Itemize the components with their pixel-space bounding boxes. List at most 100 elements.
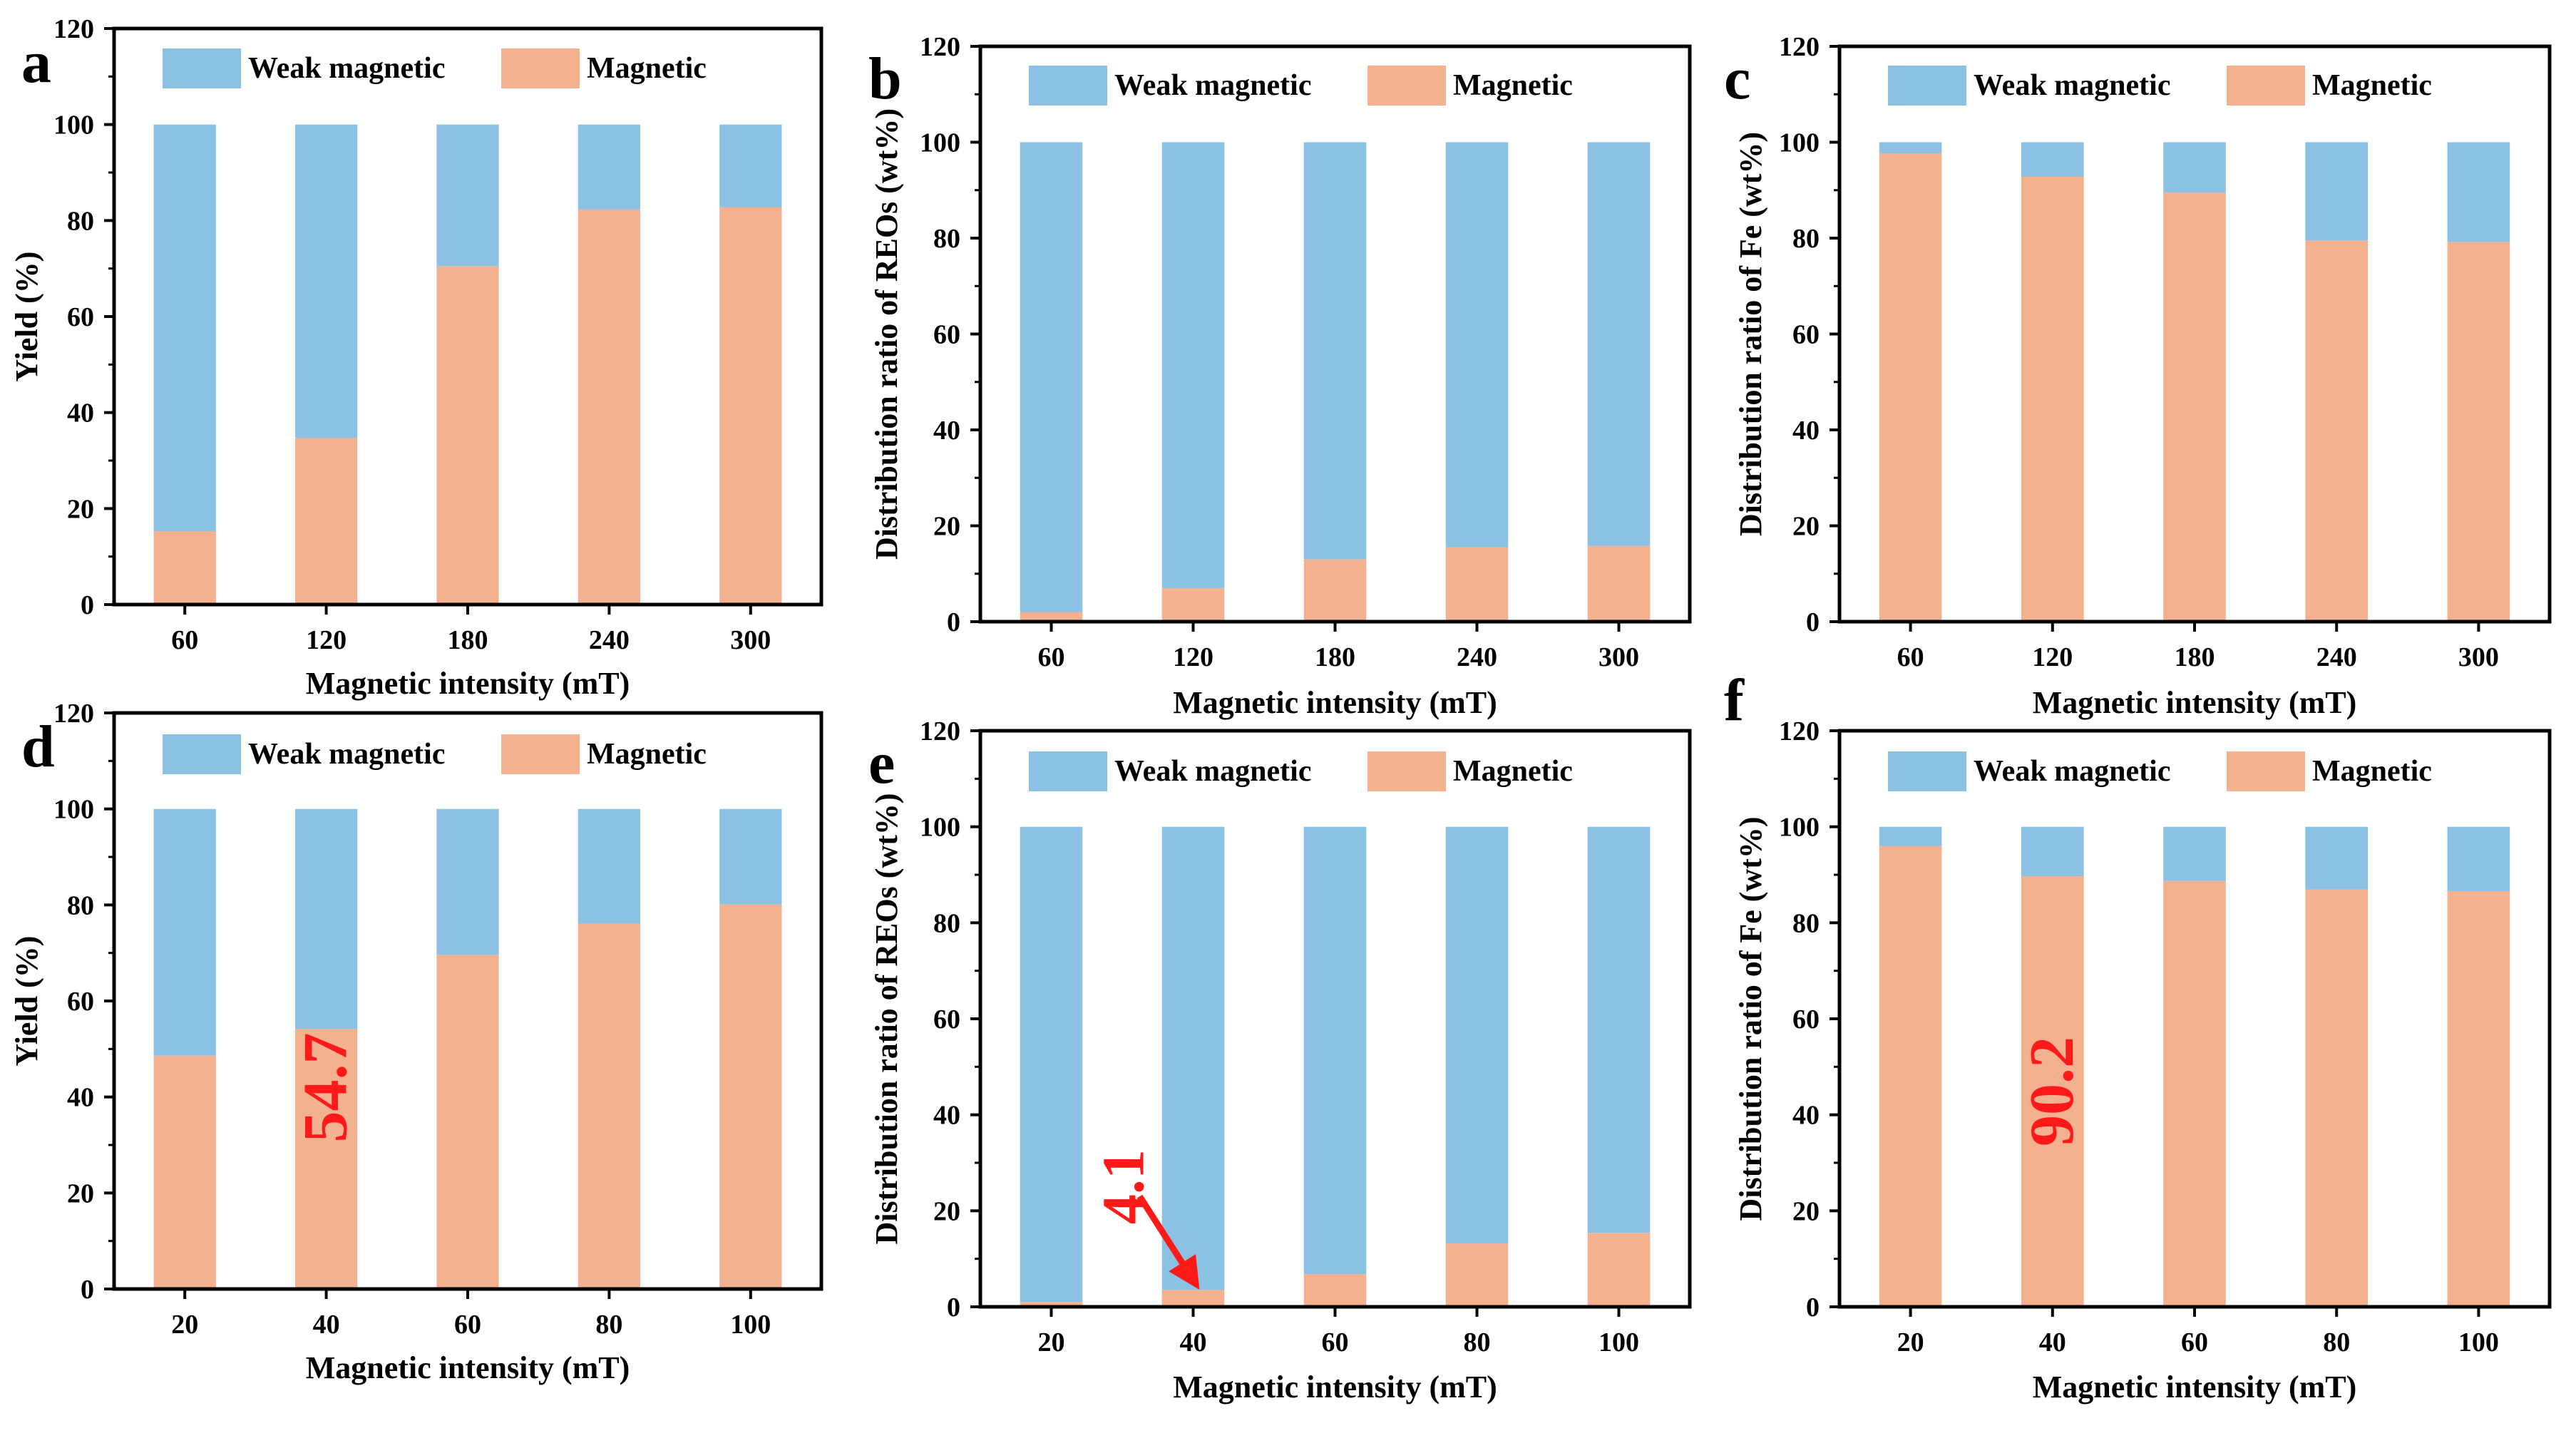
legend-label-weak-magnetic: Weak magnetic (1114, 69, 1311, 102)
annotation-arrow (1136, 1194, 1200, 1290)
bar-magnetic-100 (2447, 890, 2510, 1307)
legend-label-magnetic: Magnetic (2312, 755, 2432, 788)
x-tick-label: 100 (1599, 1327, 1639, 1357)
bar-magnetic-100 (1587, 1233, 1651, 1307)
x-axis-title: Magnetic intensity (mT) (1173, 1370, 1497, 1404)
y-tick-label: 80 (1792, 224, 1820, 254)
x-tick-label: 60 (1322, 1327, 1349, 1357)
legend-label-magnetic: Magnetic (1453, 755, 1573, 788)
bar-magnetic-180 (2163, 192, 2226, 622)
y-tick-label: 0 (81, 590, 94, 620)
bar-weak-magnetic-100 (1587, 826, 1651, 1233)
y-tick-label: 20 (933, 1196, 960, 1226)
x-axis-title: Magnetic intensity (mT) (306, 666, 630, 701)
y-axis-title: Distribution ratio of Fe (wt%) (1733, 816, 1768, 1221)
annotation-label: 90.2 (2018, 1037, 2087, 1146)
panel-d: d 0 20 40 60 80 100 120 20 40 60 80 100 Magnetic inte… (9, 699, 823, 1385)
y-tick-label: 100 (1779, 813, 1820, 843)
legend-label-weak-magnetic: Weak magnetic (1114, 755, 1311, 788)
x-tick-label: 120 (1173, 642, 1213, 672)
y-tick-label: 120 (53, 14, 94, 44)
x-axis-title: Magnetic intensity (mT) (1173, 685, 1497, 720)
y-tick-label: 40 (933, 1101, 960, 1131)
panel-a: a 0 20 40 60 80 100 120 60 120 180 240 300 Magnetic i… (9, 14, 823, 701)
legend-swatch-magnetic (2227, 751, 2305, 791)
y-tick-label: 100 (920, 813, 960, 843)
bar-weak-magnetic-120 (294, 124, 358, 438)
bar-magnetic-80 (2305, 889, 2369, 1307)
legend-swatch-weak-magnetic (1029, 66, 1107, 106)
y-axis-title: Distribution ratio of REOs (wt%) (869, 793, 904, 1244)
bar-weak-magnetic-180 (2163, 142, 2226, 193)
bar-magnetic-80 (578, 923, 641, 1289)
panel-f: f 0 20 40 60 80 100 120 20 40 60 80 100 Magnetic inte… (1724, 667, 2552, 1404)
x-tick-label: 180 (448, 625, 488, 655)
bar-magnetic-20 (1020, 1302, 1083, 1307)
y-tick-label: 80 (67, 206, 94, 236)
legend-label-weak-magnetic: Weak magnetic (1974, 755, 2170, 788)
x-tick-label: 100 (2458, 1327, 2499, 1357)
y-tick-label: 100 (53, 795, 94, 825)
x-tick-label: 80 (1464, 1327, 1491, 1357)
legend-swatch-weak-magnetic (1029, 751, 1107, 791)
bar-magnetic-40 (2021, 876, 2084, 1307)
x-tick-label: 40 (1180, 1327, 1207, 1357)
legend-swatch-magnetic (2227, 66, 2305, 106)
bar-weak-magnetic-180 (1303, 142, 1367, 560)
bar-weak-magnetic-80 (2305, 826, 2369, 890)
bar-weak-magnetic-240 (1445, 142, 1509, 548)
y-tick-label: 0 (947, 607, 960, 637)
legend-label-weak-magnetic: Weak magnetic (248, 52, 445, 85)
bar-weak-magnetic-100 (719, 808, 782, 905)
bar-weak-magnetic-60 (2163, 826, 2226, 881)
legend-swatch-weak-magnetic (163, 734, 241, 774)
bar-magnetic-240 (1445, 547, 1509, 622)
x-tick-label: 40 (2039, 1327, 2066, 1357)
x-tick-label: 20 (171, 1310, 198, 1340)
legend-label-magnetic: Magnetic (587, 738, 707, 771)
y-tick-label: 20 (67, 494, 94, 524)
bar-weak-magnetic-40 (2021, 826, 2084, 877)
panel-label: e (868, 730, 895, 796)
bar-magnetic-60 (153, 530, 216, 605)
panel-e: e 0 20 40 60 80 100 120 20 40 60 80 100 Magnetic inte… (868, 716, 1692, 1404)
y-axis-title: Yield (%) (9, 936, 44, 1067)
legend: Weak magnetic Magnetic (1029, 66, 1573, 106)
bar-weak-magnetic-60 (153, 124, 216, 531)
bar-magnetic-120 (1161, 587, 1225, 622)
legend-label-weak-magnetic: Weak magnetic (1974, 69, 2170, 102)
y-tick-label: 120 (1779, 716, 1820, 746)
legend-swatch-magnetic (1367, 751, 1446, 791)
y-tick-label: 60 (67, 987, 94, 1017)
y-tick-label: 60 (67, 302, 94, 332)
panel-label: b (868, 46, 902, 112)
x-tick-label: 80 (595, 1310, 622, 1340)
y-axis-title: Yield (%) (9, 252, 44, 382)
bar-magnetic-300 (719, 207, 782, 605)
legend-label-magnetic: Magnetic (1453, 69, 1573, 102)
bar-weak-magnetic-240 (2305, 142, 2369, 241)
y-tick-label: 40 (67, 399, 94, 428)
y-tick-label: 100 (1779, 128, 1820, 158)
x-tick-label: 80 (2323, 1327, 2350, 1357)
x-tick-label: 180 (1315, 642, 1355, 672)
x-tick-label: 300 (2458, 642, 2499, 672)
panel-b: b 0 20 40 60 80 100 120 60 120 180 240 300 Magnetic i… (868, 32, 1692, 720)
bar-magnetic-40 (294, 1029, 358, 1289)
x-tick-label: 60 (2181, 1327, 2208, 1357)
y-tick-label: 80 (1792, 908, 1820, 938)
panel-label: c (1724, 46, 1750, 112)
legend: Weak magnetic Magnetic (163, 734, 707, 774)
x-tick-label: 180 (2175, 642, 2215, 672)
bar-magnetic-20 (1879, 846, 1942, 1307)
legend-label-magnetic: Magnetic (2312, 69, 2432, 102)
legend-swatch-weak-magnetic (163, 48, 241, 88)
bar-magnetic-60 (2163, 880, 2226, 1307)
x-tick-label: 60 (1038, 642, 1065, 672)
bar-magnetic-120 (2021, 176, 2084, 622)
y-axis-title: Distribution ratio of Fe (wt%) (1733, 132, 1768, 536)
bar-magnetic-60 (1879, 153, 1942, 622)
x-tick-label: 120 (306, 625, 347, 655)
bar-magnetic-100 (719, 904, 782, 1289)
x-tick-label: 60 (171, 625, 198, 655)
